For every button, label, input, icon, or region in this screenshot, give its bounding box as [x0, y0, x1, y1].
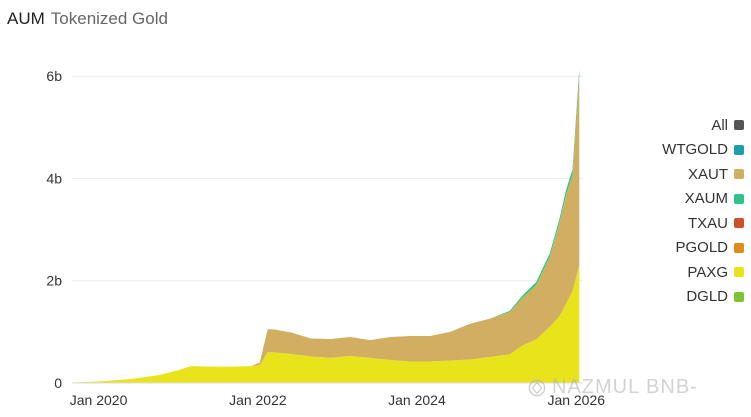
legend-item-paxg[interactable]: PAXG	[604, 260, 744, 285]
chart-header: AUM Tokenized Gold	[7, 9, 168, 29]
legend-item-wtgold[interactable]: WTGOLD	[604, 138, 744, 163]
legend-label: PGOLD	[675, 239, 728, 257]
legend-label: DGLD	[686, 288, 728, 306]
legend-swatch	[734, 242, 744, 253]
legend-label: XAUM	[684, 190, 728, 208]
series-area-paxg	[72, 265, 580, 383]
legend-label: All	[711, 116, 728, 134]
x-tick-label: Jan 2024	[388, 392, 446, 408]
legend-swatch	[734, 218, 744, 229]
grid-lines	[72, 75, 583, 282]
y-tick-label: 0	[54, 375, 62, 391]
legend-item-dgld[interactable]: DGLD	[604, 285, 744, 310]
watermark-text: NAZMUL BNB-	[552, 376, 698, 398]
y-tick-label: 2b	[46, 273, 62, 289]
legend-label: PAXG	[687, 263, 728, 281]
legend-item-pgold[interactable]: PGOLD	[604, 236, 744, 261]
legend-item-all[interactable]: All	[604, 113, 744, 138]
series-area-xaut	[72, 76, 580, 383]
series-areas	[72, 69, 580, 383]
legend-swatch	[734, 291, 744, 302]
legend-label: XAUT	[687, 165, 728, 183]
legend-swatch	[734, 144, 744, 155]
legend-swatch	[734, 120, 744, 131]
legend-item-xaut[interactable]: XAUT	[604, 162, 744, 187]
legend-label: TXAU	[687, 214, 728, 232]
chart-subtitle: Tokenized Gold	[50, 9, 168, 28]
legend-item-xaum[interactable]: XAUM	[604, 187, 744, 212]
chart-title: AUM	[7, 9, 45, 28]
watermark: NAZMUL BNB-	[528, 376, 698, 399]
x-tick-label: Jan 2026	[547, 392, 605, 408]
chart-legend: All WTGOLD XAUT XAUM TXAU PGOLD PAXG DGLD	[604, 113, 744, 309]
legend-swatch	[734, 193, 744, 204]
watermark-logo-icon	[528, 379, 546, 396]
x-tick-label: Jan 2022	[229, 392, 287, 408]
y-tick-label: 4b	[46, 170, 62, 186]
x-tick-label: Jan 2020	[70, 392, 128, 408]
legend-swatch	[734, 267, 744, 278]
y-tick-label: 6b	[46, 68, 62, 84]
legend-swatch	[734, 169, 744, 180]
axis-labels: 0 2b 4b 6b Jan 2020 Jan 2022 Jan 2024 Jan 2026	[46, 68, 605, 408]
legend-label: WTGOLD	[662, 141, 728, 159]
legend-item-txau[interactable]: TXAU	[604, 211, 744, 236]
